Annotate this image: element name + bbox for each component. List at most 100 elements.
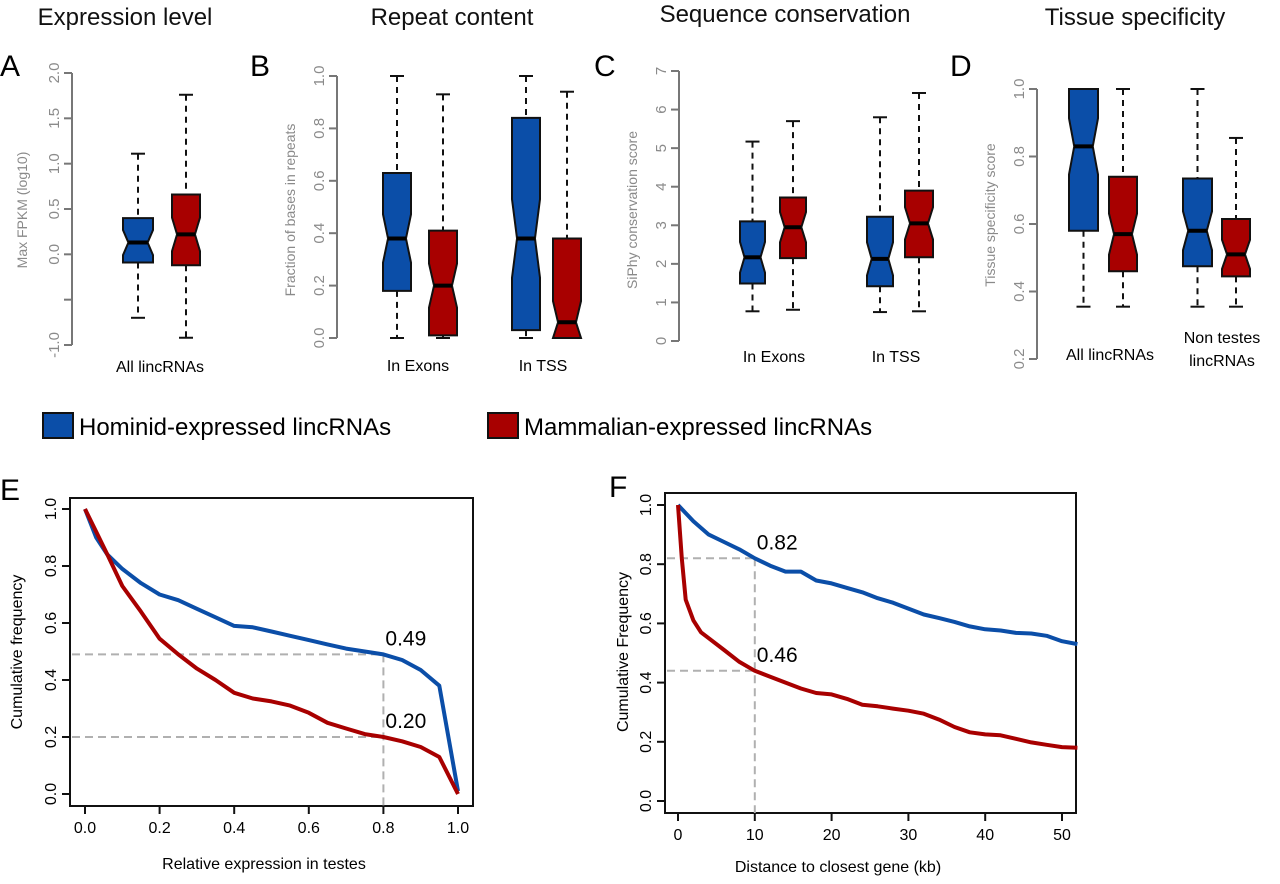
- panel-e-label: E: [0, 474, 20, 507]
- y-tick-label: 4: [653, 183, 670, 191]
- panel-e-frame: [69, 497, 474, 807]
- y-tick-label: 0.4: [638, 671, 655, 693]
- box-hominid-0: [382, 75, 412, 339]
- panel-f-frame: [664, 492, 1077, 814]
- y-tick-label: -1.0: [46, 332, 63, 358]
- y-tick-label: 0.6: [311, 170, 328, 191]
- box-mammalian-0: [779, 120, 807, 311]
- panel-a-title: Expression level: [38, 4, 213, 31]
- x-tick-label: 50: [1053, 827, 1071, 844]
- box-mammalian-1: [904, 91, 934, 313]
- box-body: [551, 237, 583, 339]
- y-tick-label: 2.0: [46, 63, 63, 84]
- x-tick-label: 0.4: [223, 820, 245, 837]
- panel-a-category-all-lincrnas: All lincRNAs: [116, 359, 204, 376]
- y-tick-label: 1.0: [638, 494, 655, 516]
- y-tick-label: 3: [653, 221, 670, 229]
- panel-a-expression-level: Expression level A -1.0 0.0 0.5 1.0 1.5 2.0 A…: [0, 4, 212, 376]
- y-tick-label: 0.0: [46, 244, 63, 265]
- x-tick-label: 20: [823, 827, 841, 844]
- x-tick-label: 1.0: [447, 820, 469, 837]
- panel-f-ylabel: Cumulative Frequency: [615, 572, 632, 732]
- x-tick-label: 0.2: [148, 820, 170, 837]
- y-tick-label: 0.0: [43, 783, 60, 805]
- legend-swatch-hominid: [42, 412, 74, 439]
- panel-a-ylabel: Max FPKM (log10): [14, 152, 30, 269]
- panel-c-label: C: [594, 50, 616, 83]
- box-body: [382, 171, 412, 292]
- y-tick-label: 1.0: [1011, 79, 1028, 100]
- y-tick-label: 0.8: [1011, 146, 1028, 167]
- box-body: [1068, 88, 1099, 232]
- panel-e-plot: 0.0 0.2 0.4 0.6 0.8 1.0 0.0 0.2 0.4 0.6 0.8 1.0 0.49…: [43, 497, 474, 837]
- panel-b-label: B: [250, 50, 270, 83]
- x-tick-label: 40: [976, 827, 994, 844]
- panel-e-xlabel: Relative expression in testes: [162, 856, 366, 873]
- legend: Hominid-expressed lincRNAs Mammalian-exp…: [42, 412, 872, 441]
- y-tick-label: 0.0: [311, 328, 328, 349]
- panel-c-sequence-conservation: Sequence conservation C 0 1 2 3 4 5 6 7 In Exon…: [594, 1, 934, 366]
- y-tick-label: 5: [653, 144, 670, 152]
- legend-label-hominid: Hominid-expressed lincRNAs: [79, 414, 391, 441]
- y-tick-label: 0.0: [638, 790, 655, 812]
- series-line-mammalian: [83, 508, 460, 795]
- panel-f-label: F: [609, 471, 627, 504]
- y-tick-label: 1.0: [311, 66, 328, 87]
- series-line-hominid: [676, 503, 1078, 647]
- box-body: [866, 215, 894, 288]
- box-hominid-0: [739, 140, 766, 313]
- box-hominid-0: [122, 152, 154, 319]
- y-tick-label: 0.6: [43, 612, 60, 634]
- y-tick-label: 1.0: [46, 153, 63, 174]
- panel-d-plot: 0.2 0.4 0.6 0.8 1.0: [1011, 79, 1251, 370]
- x-tick-label: 0.0: [74, 820, 96, 837]
- panel-d-category-non-testes-line1: Non testes: [1184, 330, 1260, 347]
- box-hominid-1: [866, 116, 894, 314]
- y-tick-label: 0.5: [46, 199, 63, 220]
- x-tick-label: 10: [746, 827, 764, 844]
- panel-b-plot: 0.0 0.2 0.4 0.6 0.8 1.0: [311, 66, 583, 349]
- panel-f-plot: 0 10 20 30 40 50 0.0 0.2 0.4 0.6 0.8 1.0 0.82 0.46: [638, 492, 1078, 844]
- x-tick-label: 0: [674, 827, 683, 844]
- box-body: [511, 116, 541, 332]
- y-tick-label: 1: [653, 298, 670, 306]
- panel-f-xlabel: Distance to closest gene (kb): [735, 859, 941, 876]
- panel-c-title: Sequence conservation: [660, 1, 911, 28]
- box-mammalian-0: [428, 93, 458, 339]
- y-tick-label: 0.6: [638, 612, 655, 634]
- series-line-hominid: [83, 508, 460, 792]
- box-body: [1108, 175, 1138, 273]
- y-tick-label: 2: [653, 260, 670, 268]
- box-mammalian-1: [1221, 136, 1251, 308]
- legend-swatch-mammalian: [487, 412, 519, 439]
- legend-label-mammalian: Mammalian-expressed lincRNAs: [524, 414, 872, 441]
- panel-d-category-all-lincrnas: All lincRNAs: [1066, 347, 1154, 364]
- y-tick-label: 7: [653, 67, 670, 75]
- x-tick-label: 0.8: [372, 820, 394, 837]
- y-tick-label: 0.4: [43, 669, 60, 691]
- box-body: [171, 193, 201, 267]
- y-tick-label: 1.0: [43, 498, 60, 520]
- panel-b-repeat-content: Repeat content B 0.0 0.2 0.4 0.6 0.8 1.0 In E…: [250, 4, 583, 375]
- box-hominid-1: [511, 75, 541, 339]
- annotation-label: 0.82: [757, 531, 798, 554]
- series-line-mammalian: [676, 504, 1078, 750]
- panel-d-ylabel: Tissue specificity score: [982, 143, 998, 287]
- y-tick-label: 1.5: [46, 108, 63, 129]
- box-mammalian-0: [171, 93, 201, 339]
- panel-b-ylabel: Fraction of bases in repeats: [282, 124, 298, 297]
- panel-c-ylabel: SiPhy conservation score: [624, 131, 640, 289]
- y-tick-label: 0.2: [1011, 349, 1028, 370]
- panel-a-label: A: [0, 50, 20, 83]
- box-body: [122, 217, 154, 264]
- panel-d-category-non-testes-line2: lincRNAs: [1189, 353, 1255, 370]
- box-hominid-1: [1182, 88, 1213, 308]
- panel-d-label: D: [950, 50, 972, 83]
- x-tick-label: 30: [900, 827, 918, 844]
- y-tick-label: 0.6: [1011, 214, 1028, 235]
- box-mammalian-0: [1108, 88, 1138, 308]
- box-body: [1221, 217, 1251, 278]
- panel-e-ylabel: Cumulative frequency: [9, 575, 26, 730]
- y-tick-label: 0.2: [311, 275, 328, 296]
